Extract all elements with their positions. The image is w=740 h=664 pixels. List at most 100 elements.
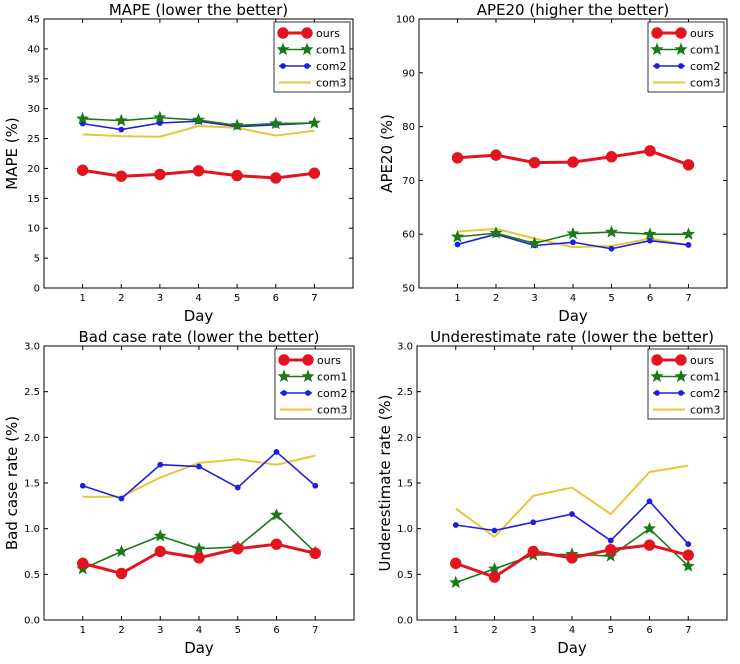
data-point-com2 xyxy=(79,482,86,489)
y-tick-label: 10 xyxy=(27,224,40,235)
data-point-ours xyxy=(115,567,128,580)
legend-marker-com1 xyxy=(276,42,290,56)
data-point-ours xyxy=(309,547,321,560)
data-point-com1 xyxy=(269,116,283,130)
y-tick-label: 45 xyxy=(27,15,40,26)
y-axis-label: MAPE (%) xyxy=(3,117,21,189)
legend-marker-ours xyxy=(651,354,663,366)
x-axis-label: Day xyxy=(557,639,587,657)
data-point-com1 xyxy=(153,110,167,124)
chart-title: MAPE (lower the better) xyxy=(109,1,288,19)
data-point-ours xyxy=(527,545,539,558)
x-axis-label: Day xyxy=(184,639,214,657)
data-point-com1 xyxy=(605,225,618,238)
legend: ours com1 com2 com3 xyxy=(273,21,351,93)
legend-marker-com1 xyxy=(300,42,314,56)
legend-label-com2: com2 xyxy=(317,387,348,400)
data-point-com2 xyxy=(118,126,125,133)
x-tick-label: 5 xyxy=(608,293,614,304)
x-tick-label: 2 xyxy=(118,293,124,304)
data-point-ours xyxy=(450,557,462,570)
data-point-com2 xyxy=(491,527,498,534)
x-tick-label: 2 xyxy=(118,625,124,636)
legend-marker-com2 xyxy=(304,63,310,69)
y-tick-label: 1.0 xyxy=(24,524,40,535)
y-tick-label: 3.0 xyxy=(24,342,40,353)
x-tick-label: 3 xyxy=(157,293,163,304)
legend-marker-com1 xyxy=(674,42,688,56)
data-point-ours xyxy=(451,152,464,164)
data-point-ours xyxy=(643,539,656,551)
data-point-ours xyxy=(308,167,321,179)
series-ours xyxy=(451,145,695,171)
data-point-com1 xyxy=(153,529,167,542)
x-tick-label: 1 xyxy=(80,625,86,636)
data-point-com1 xyxy=(489,226,503,239)
legend-marker-com1 xyxy=(650,369,664,383)
legend: ours com1 com2 com3 xyxy=(647,21,725,93)
y-tick-label: 3.0 xyxy=(397,342,413,353)
data-point-com2 xyxy=(647,237,653,244)
legend-label-ours: ours xyxy=(317,354,341,367)
legend-label-com1: com1 xyxy=(316,44,347,57)
y-tick-label: 35 xyxy=(27,74,40,85)
chart-title: Bad case rate (lower the better) xyxy=(78,328,319,346)
legend-marker-com1 xyxy=(650,42,664,56)
x-tick-label: 4 xyxy=(196,625,202,636)
data-point-ours xyxy=(605,543,617,556)
data-point-com2 xyxy=(646,498,653,505)
legend: ours com1 com2 com3 xyxy=(274,348,352,420)
data-point-com2 xyxy=(156,120,163,126)
x-tick-label: 4 xyxy=(195,293,201,304)
x-tick-label: 5 xyxy=(608,625,614,636)
series-line-com2 xyxy=(455,500,689,545)
legend-label-com3: com3 xyxy=(690,77,721,90)
series-com2 xyxy=(79,449,319,502)
y-tick-label: 1.5 xyxy=(24,479,40,490)
y-tick-label: 2.5 xyxy=(397,387,413,398)
y-tick-label: 50 xyxy=(402,284,415,295)
x-axis-label: Day xyxy=(558,307,588,325)
legend-marker-com2 xyxy=(654,390,660,396)
x-tick-label: 4 xyxy=(570,293,576,304)
chart-title: Underestimate rate (lower the better) xyxy=(430,328,714,346)
chart-panel-3: Bad case rate (lower the better) 1 2 3 4 5 6 7 0… xyxy=(3,328,355,657)
data-point-com2 xyxy=(157,461,164,468)
data-point-com1 xyxy=(76,112,90,125)
y-tick-label: 1.0 xyxy=(397,524,413,535)
data-point-ours xyxy=(644,145,656,157)
y-tick-label: 2.5 xyxy=(24,387,40,398)
x-tick-label: 4 xyxy=(569,625,575,636)
data-point-com2 xyxy=(234,484,241,491)
data-point-ours xyxy=(605,151,618,163)
legend-marker-ours xyxy=(302,354,314,366)
y-tick-label: 2.0 xyxy=(397,433,413,444)
data-point-ours xyxy=(270,172,282,184)
y-tick-label: 80 xyxy=(402,122,415,133)
x-tick-label: 6 xyxy=(273,293,279,304)
x-tick-label: 3 xyxy=(530,625,536,636)
legend-label-ours: ours xyxy=(690,354,714,367)
data-point-com1 xyxy=(528,236,541,249)
data-point-ours xyxy=(154,168,166,181)
data-point-com1 xyxy=(643,521,656,535)
legend-marker-com2 xyxy=(280,63,286,69)
series-com3 xyxy=(82,125,315,138)
series-line-com2 xyxy=(82,451,316,500)
x-tick-label: 7 xyxy=(311,293,317,304)
data-point-ours xyxy=(270,538,283,550)
x-tick-label: 1 xyxy=(79,293,85,304)
series-line-com3 xyxy=(455,464,689,538)
y-tick-label: 0 xyxy=(34,284,40,295)
data-point-com2 xyxy=(118,495,125,502)
legend-marker-com2 xyxy=(654,63,660,69)
data-point-ours xyxy=(232,543,244,555)
legend-marker-com2 xyxy=(678,390,684,396)
data-point-com2 xyxy=(608,245,615,252)
legend-marker-com2 xyxy=(305,390,311,396)
legend-marker-ours xyxy=(675,27,687,39)
legend-label-com1: com1 xyxy=(690,371,721,384)
legend-label-com3: com3 xyxy=(317,404,348,417)
legend-marker-ours xyxy=(277,27,289,39)
legend-label-ours: ours xyxy=(316,27,340,40)
